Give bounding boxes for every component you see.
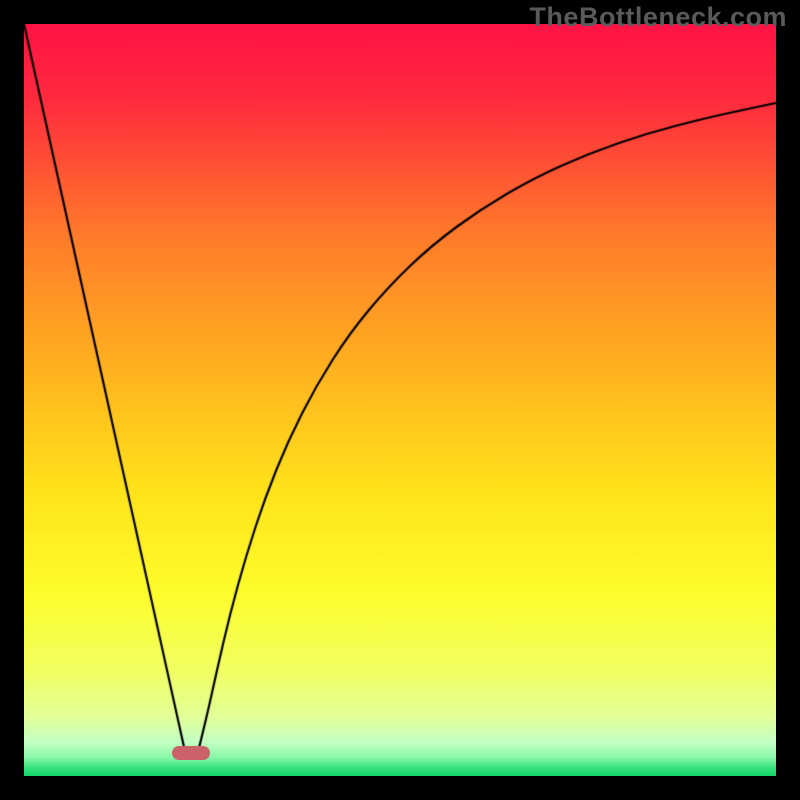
chart-container: TheBottleneck.com xyxy=(0,0,800,800)
watermark-text: TheBottleneck.com xyxy=(529,2,787,33)
bottleneck-curve xyxy=(0,0,800,800)
optimal-point-marker xyxy=(172,746,210,760)
